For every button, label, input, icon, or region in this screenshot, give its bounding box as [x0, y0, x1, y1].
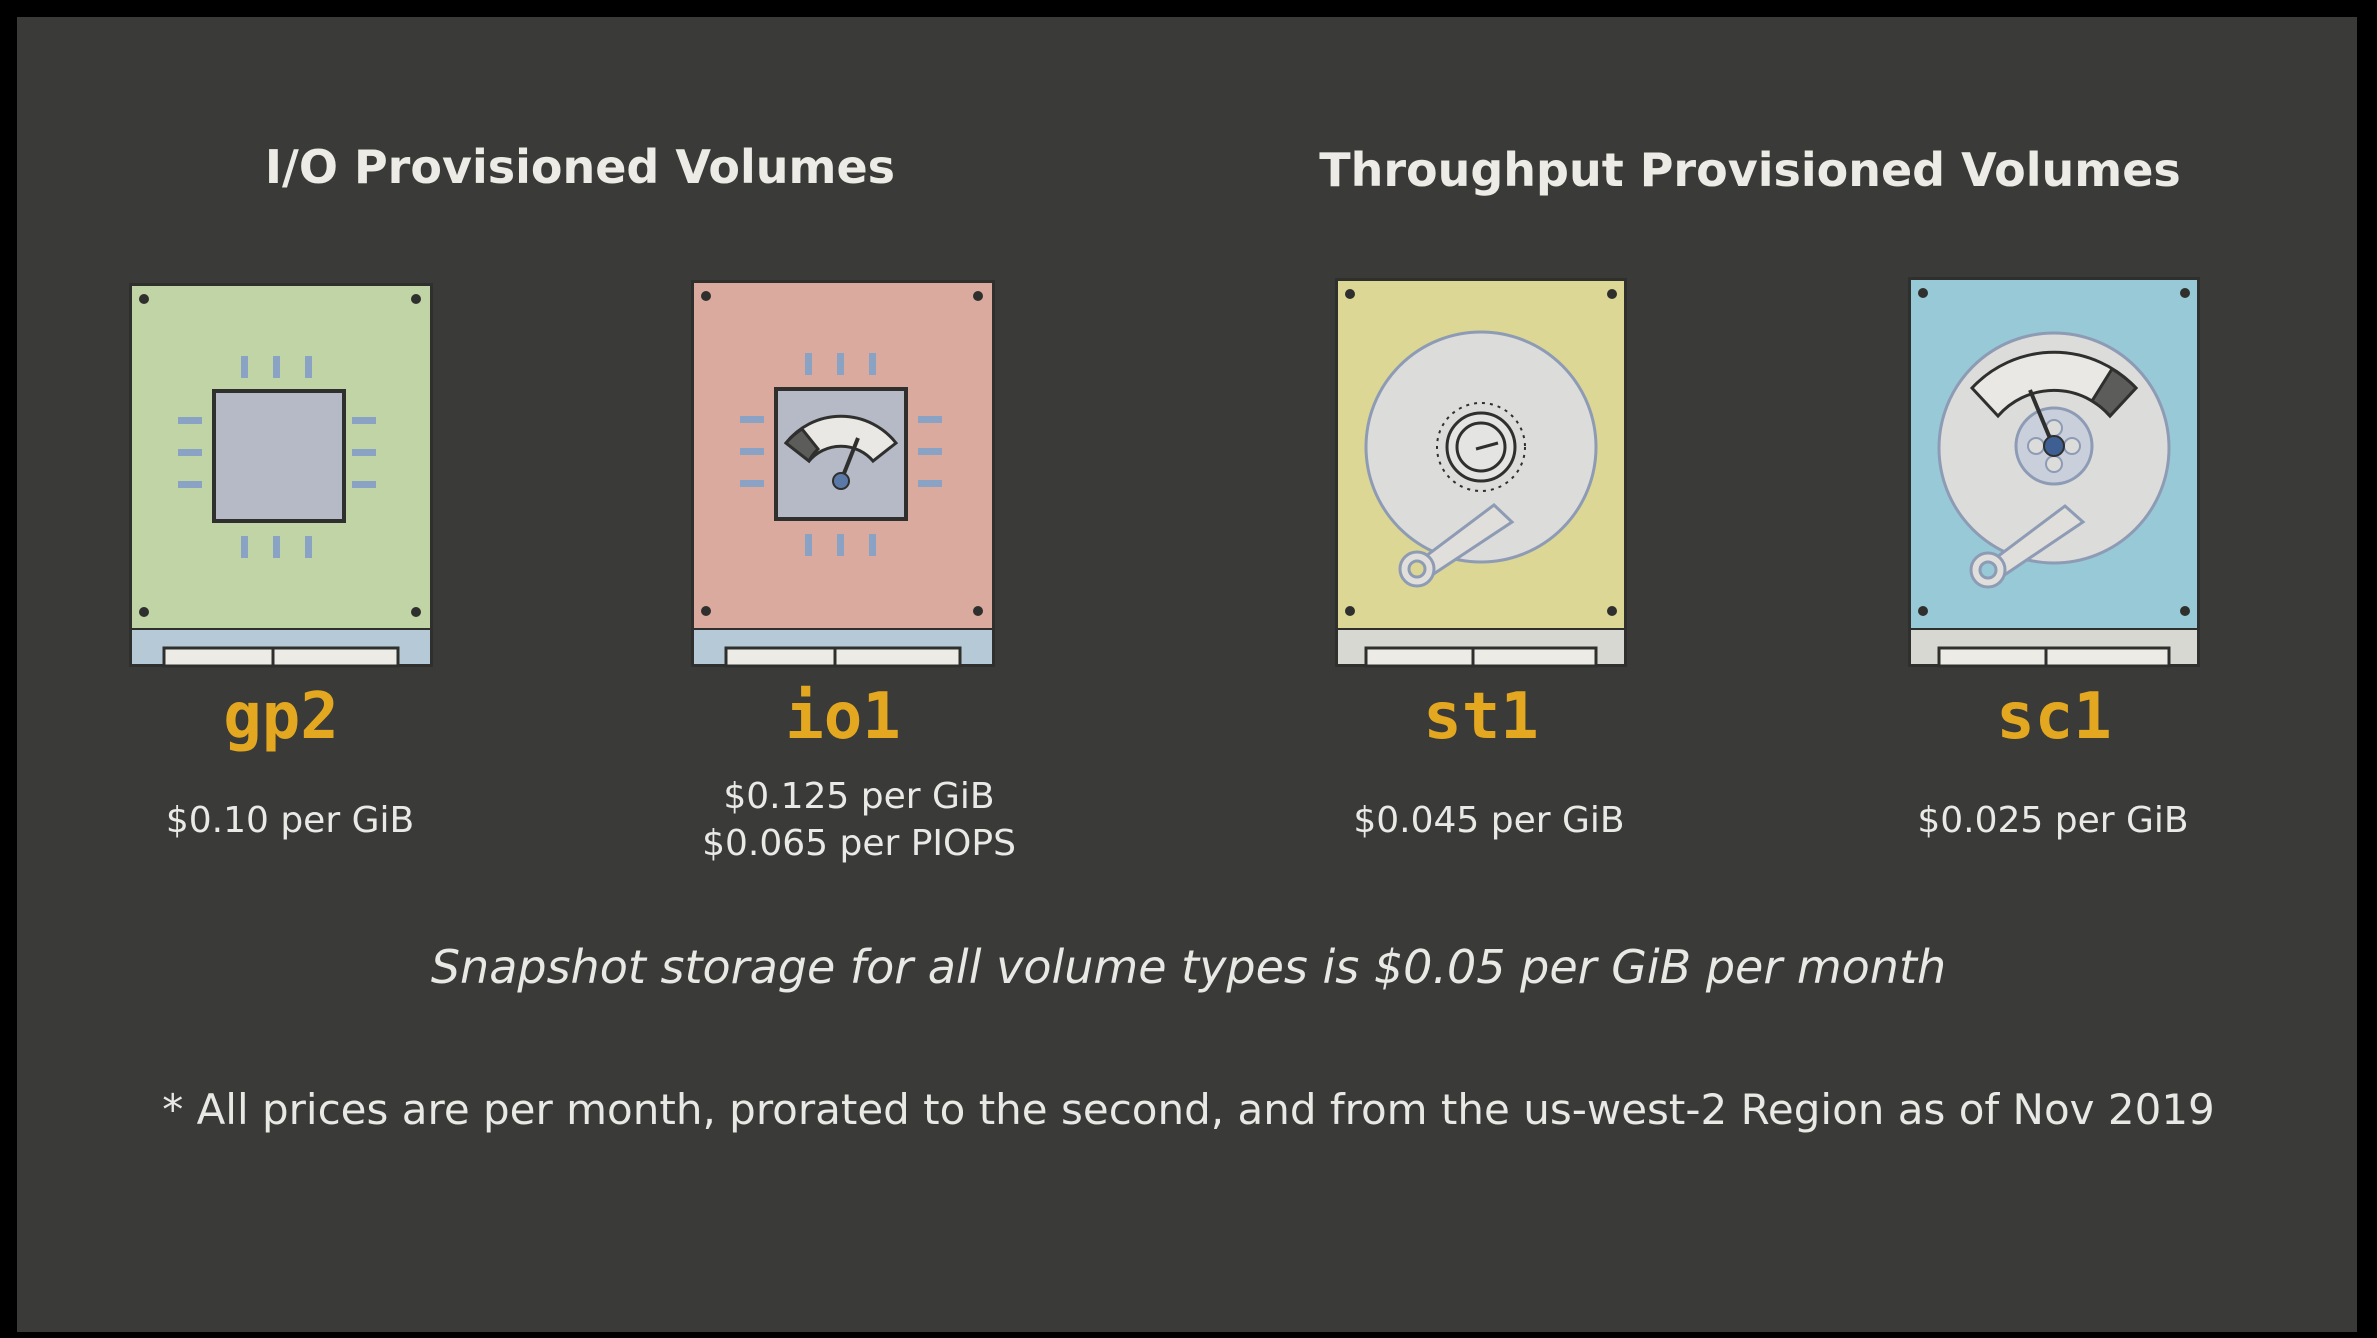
st1-price: $0.045 per GiB	[1353, 800, 1625, 841]
sc1-label: sc1	[1996, 680, 2112, 754]
chip-gauge-icon	[691, 280, 995, 668]
snapshot-pricing-note: Snapshot storage for all volume types is…	[430, 940, 1947, 994]
st1-label: st1	[1423, 680, 1539, 754]
gp2-price: $0.10 per GiB	[165, 800, 415, 841]
hard-disk-icon	[1335, 278, 1627, 668]
gp2-volume-card	[128, 282, 434, 668]
sc1-price: $0.025 per GiB	[1917, 800, 2189, 841]
pricing-footnote: * All prices are per month, prorated to …	[162, 1085, 2215, 1134]
io-provisioned-heading: I/O Provisioned Volumes	[264, 140, 896, 194]
sc1-volume-card	[1907, 276, 2201, 668]
io1-volume-card	[690, 279, 996, 668]
st1-volume-card	[1334, 277, 1628, 668]
gp2-label: gp2	[223, 680, 339, 754]
io1-price-piops: $0.065 per PIOPS	[702, 823, 1016, 864]
io1-price-gib: $0.125 per GiB	[723, 776, 995, 817]
io1-label: io1	[785, 680, 901, 754]
throughput-provisioned-heading: Throughput Provisioned Volumes	[1319, 143, 2181, 197]
chip-icon	[129, 283, 433, 668]
slide	[17, 17, 2357, 1332]
hard-disk-gauge-icon	[1908, 277, 2200, 668]
